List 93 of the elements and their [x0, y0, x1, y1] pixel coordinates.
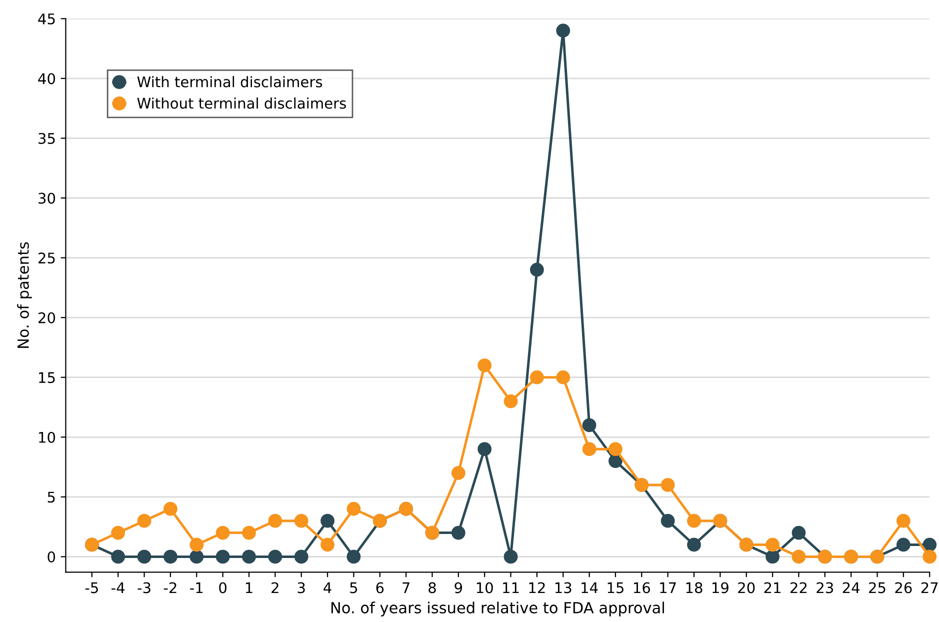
x-tick-label: 23 — [816, 582, 834, 594]
point — [478, 442, 492, 456]
x-tick-label: 21 — [764, 582, 780, 594]
point — [320, 538, 334, 552]
x-tick-label: 6 — [376, 582, 384, 594]
point — [346, 550, 361, 564]
point — [504, 394, 518, 408]
x-tick-label: 11 — [503, 582, 519, 594]
x-tick-label: -3 — [138, 582, 150, 594]
y-tick-label: 30 — [38, 192, 56, 204]
point — [268, 550, 282, 564]
y-tick-label: 5 — [48, 492, 55, 503]
x-tick-label: 5 — [350, 582, 358, 594]
y-tick-label: 20 — [38, 312, 56, 324]
y-tick-label: 0 — [48, 551, 56, 562]
x-tick-label: 20 — [738, 582, 755, 594]
x-tick-label: 25 — [869, 582, 886, 594]
point — [137, 514, 152, 528]
x-tick-label: 17 — [660, 582, 676, 594]
point — [687, 514, 701, 528]
x-tick-label: 18 — [686, 582, 702, 594]
point — [896, 538, 910, 552]
point — [608, 442, 622, 456]
x-tick-label: 0 — [219, 582, 226, 594]
point — [792, 550, 806, 564]
point — [792, 526, 806, 540]
x-tick-label: 9 — [454, 582, 462, 594]
x-tick-label: -4 — [112, 582, 125, 594]
point — [346, 502, 361, 516]
point — [530, 370, 544, 384]
x-tick-label: 2 — [272, 582, 278, 594]
x-tick-label: 8 — [428, 582, 436, 594]
point — [922, 550, 937, 564]
y-tick-label: 15 — [39, 372, 55, 384]
point — [216, 550, 230, 564]
legend-label: With terminal disclaimers — [137, 76, 322, 88]
legend-label: Without terminal disclaimers — [137, 97, 346, 109]
point — [556, 370, 570, 384]
x-tick-label: 1 — [246, 582, 252, 594]
point — [242, 550, 256, 564]
x-tick-label: 26 — [895, 582, 912, 594]
point — [164, 502, 178, 516]
point — [687, 538, 701, 552]
point — [451, 526, 466, 540]
y-tick-label: 35 — [38, 132, 55, 144]
x-tick-label: 27 — [921, 582, 938, 594]
x-axis-title: No. of years issued relative to FDA approval — [331, 602, 664, 616]
y-tick-label: 45 — [38, 14, 55, 24]
x-tick-label: 24 — [842, 582, 860, 594]
point — [268, 514, 282, 528]
point — [164, 550, 178, 564]
y-axis-title: No. of patents — [17, 242, 32, 348]
x-tick-label: -5 — [85, 582, 98, 594]
x-tick-label: 12 — [529, 582, 545, 594]
point — [896, 514, 910, 528]
point — [320, 514, 334, 528]
point — [478, 358, 492, 372]
point — [451, 466, 466, 480]
x-tick-label: 19 — [712, 582, 728, 594]
point — [530, 262, 544, 277]
x-tick-label: 7 — [402, 582, 410, 594]
point — [294, 514, 308, 528]
x-tick-label: 13 — [555, 582, 572, 594]
point — [582, 442, 596, 456]
x-tick-label: 22 — [790, 582, 807, 594]
point — [608, 454, 622, 468]
x-tick-label: 14 — [582, 582, 598, 594]
point — [216, 526, 230, 540]
point — [504, 550, 518, 564]
point — [294, 550, 308, 564]
point — [582, 418, 596, 432]
point — [556, 24, 570, 38]
x-tick-label: 4 — [324, 582, 332, 594]
x-tick-label: 15 — [608, 582, 624, 594]
point — [766, 538, 780, 552]
point — [922, 538, 937, 552]
point — [660, 514, 675, 528]
point — [242, 526, 256, 540]
point — [660, 478, 675, 492]
y-tick-label: 25 — [38, 252, 55, 264]
x-tick-label: 3 — [298, 582, 305, 594]
x-tick-label: 10 — [476, 582, 493, 594]
x-tick-label: -2 — [164, 582, 176, 594]
point — [190, 538, 204, 552]
point — [766, 550, 780, 564]
y-tick-label: 10 — [39, 432, 56, 443]
x-tick-label: -1 — [190, 582, 203, 594]
point — [137, 550, 152, 564]
point — [190, 550, 204, 564]
x-tick-label: 16 — [634, 582, 650, 594]
point — [111, 550, 126, 564]
y-tick-label: 40 — [38, 73, 56, 84]
point — [111, 526, 126, 540]
